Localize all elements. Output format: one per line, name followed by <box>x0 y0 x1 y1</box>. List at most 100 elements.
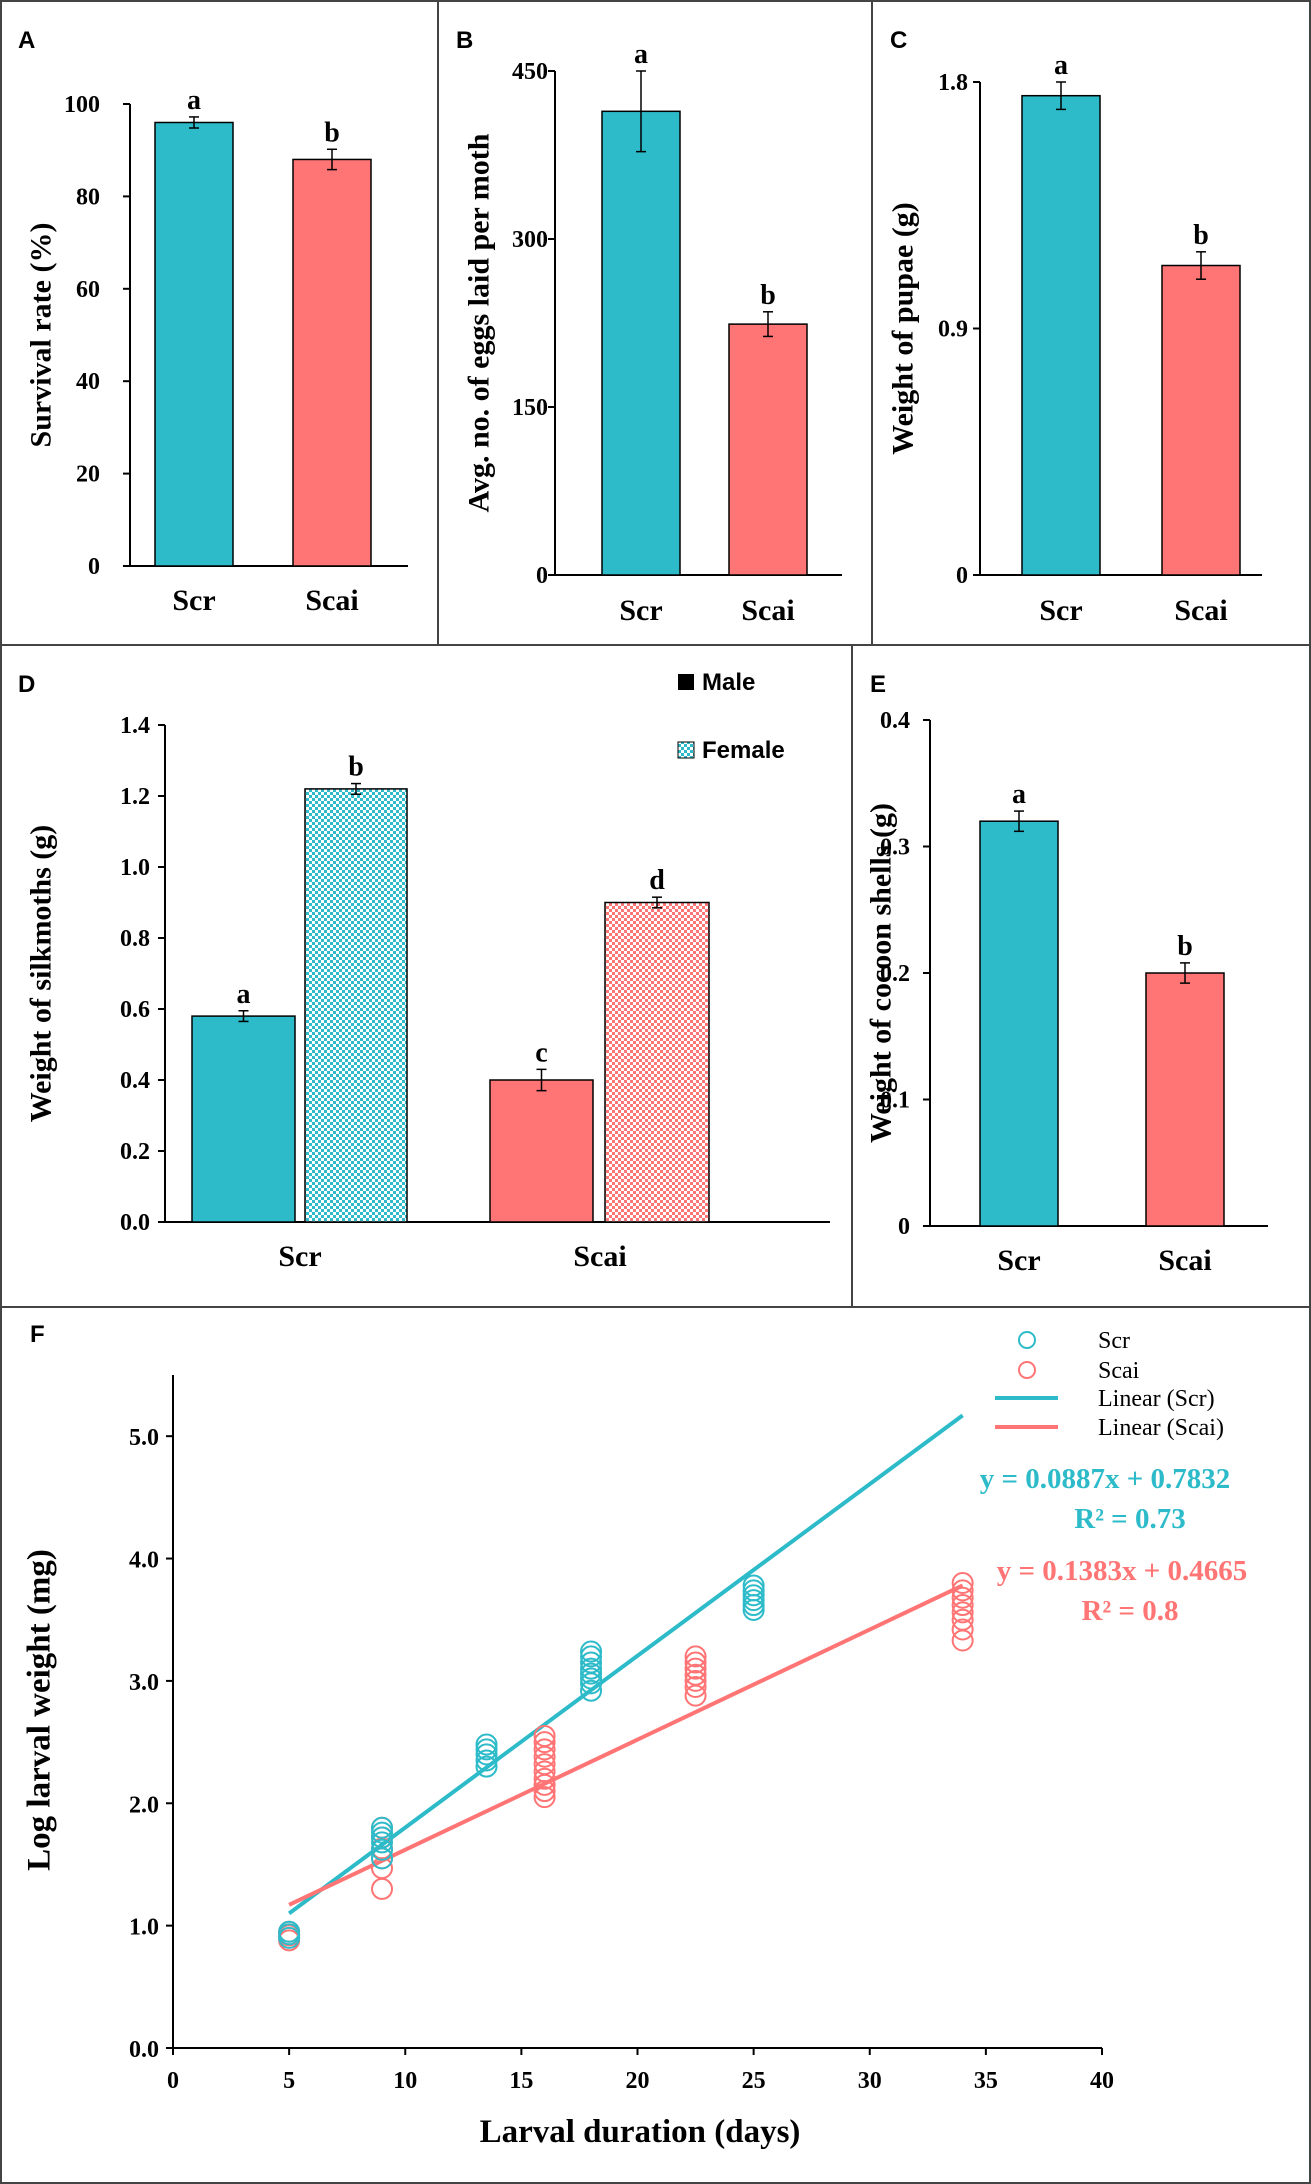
y-tick-label: 4.0 <box>129 1548 159 1574</box>
significance-letter: b <box>1177 931 1193 962</box>
significance-letter: a <box>187 85 201 116</box>
category-label: Scai <box>741 594 794 627</box>
legend-label-female: Female <box>702 737 785 764</box>
category-label: Scr <box>172 584 215 617</box>
category-label: Scr <box>1039 594 1082 627</box>
point-scr <box>742 1579 765 1602</box>
y-tick-label: 80 <box>76 184 100 210</box>
point-scai <box>951 1618 974 1641</box>
point-scai <box>951 1594 974 1617</box>
y-tick-label: 0.4 <box>880 708 910 734</box>
r2-scr: R² = 0.73 <box>1074 1503 1185 1535</box>
bar-scai <box>1161 264 1241 576</box>
y-axis-label: Weight of pupae (g) <box>887 202 920 455</box>
significance-letter: b <box>760 280 776 311</box>
point-scr <box>475 1749 498 1772</box>
bar-scai <box>728 323 808 576</box>
y-tick-label: 0.0 <box>120 1210 150 1236</box>
point-scai <box>951 1586 974 1609</box>
y-tick-label: 0 <box>898 1214 910 1240</box>
point-scai <box>951 1579 974 1602</box>
point-scai <box>951 1572 974 1595</box>
bar-scai <box>292 158 372 567</box>
panel-letter: D <box>18 671 35 698</box>
category-label: Scr <box>997 1244 1040 1277</box>
legend-label-linear-scr: Linear (Scr) <box>1098 1386 1215 1412</box>
legend-marker-scr <box>1018 1331 1036 1349</box>
legend-swatch-female <box>677 741 695 759</box>
point-scr <box>371 1826 394 1849</box>
point-scai <box>533 1767 556 1790</box>
y-tick-label: 150 <box>512 395 548 421</box>
bar-scai-female <box>604 901 710 1223</box>
significance-letter: a <box>1012 779 1026 810</box>
y-tick-label: 2.0 <box>129 1792 159 1818</box>
point-scai <box>371 1877 394 1900</box>
significance-letter: a <box>1054 50 1068 81</box>
y-tick-label: 5.0 <box>129 1425 159 1451</box>
point-scai <box>533 1738 556 1761</box>
bar-scai-male <box>489 1079 594 1223</box>
point-scr <box>742 1589 765 1612</box>
significance-letter: a <box>237 979 251 1010</box>
x-tick-label: 0 <box>167 2068 179 2094</box>
point-scr <box>580 1645 603 1668</box>
panel-letter: E <box>870 671 886 698</box>
panel-d-silkmoth-weight: D 0.0 0.2 0.4 0.6 0.8 1.0 1.2 1.4 Weight of silkm… <box>18 669 830 1273</box>
point-scr <box>475 1733 498 1756</box>
point-scr <box>475 1755 498 1778</box>
bar-scr <box>601 110 681 576</box>
category-label: Scr <box>619 594 662 627</box>
y-tick-label: 0.9 <box>938 317 968 343</box>
x-axis-label: Larval duration (days) <box>480 2114 801 2150</box>
legend-label-male: Male <box>702 669 755 696</box>
y-tick-label: 1.8 <box>938 70 968 96</box>
y-tick-label: 450 <box>512 59 548 85</box>
point-scai <box>951 1608 974 1631</box>
point-scr <box>742 1574 765 1597</box>
panel-a-survival-rate: A 0 20 40 60 80 100 Survival rate (%) a Scr b Scai <box>18 27 408 617</box>
bar-scr <box>1021 94 1101 576</box>
y-tick-label: 0.2 <box>880 961 910 987</box>
x-tick-label: 20 <box>626 2068 650 2094</box>
x-tick-label: 40 <box>1090 2068 1114 2094</box>
significance-letter: a <box>634 39 648 70</box>
point-scai <box>533 1786 556 1809</box>
y-axis-label: Log larval weight (mg) <box>22 1549 58 1871</box>
point-scai <box>684 1657 707 1680</box>
point-scai <box>533 1753 556 1776</box>
trendline-scr <box>287 1413 964 1916</box>
y-tick-label: 1.4 <box>120 713 150 739</box>
y-tick-label: 1.2 <box>120 784 150 810</box>
x-tick-label: 10 <box>393 2068 417 2094</box>
point-scr <box>742 1584 765 1607</box>
point-scai <box>533 1724 556 1747</box>
x-tick-label: 5 <box>283 2068 295 2094</box>
point-scr <box>371 1831 394 1854</box>
category-label: Scai <box>573 1240 626 1273</box>
bar-scr <box>979 820 1059 1227</box>
y-tick-label: 0.2 <box>120 1139 150 1165</box>
y-tick-label: 3.0 <box>129 1670 159 1696</box>
y-tick-label: 40 <box>76 369 100 395</box>
r2-scai: R² = 0.8 <box>1082 1595 1179 1627</box>
point-scai <box>533 1760 556 1783</box>
y-tick-label: 0 <box>956 563 968 589</box>
significance-letter: b <box>324 117 340 148</box>
legend-label-scai: Scai <box>1098 1358 1140 1384</box>
category-label: Scai <box>1158 1244 1211 1277</box>
y-axis-label: Weight of silkmoths (g) <box>25 825 58 1123</box>
point-scr <box>371 1821 394 1844</box>
x-tick-label: 35 <box>974 2068 998 2094</box>
point-scr <box>580 1640 603 1663</box>
bar-scr-female <box>304 788 408 1223</box>
y-tick-label: 0.3 <box>880 835 910 861</box>
equation-scr: y = 0.0887x + 0.7832 <box>980 1463 1231 1495</box>
legend-swatch-male <box>678 674 694 690</box>
y-tick-label: 1.0 <box>120 855 150 881</box>
panel-f-larval-weight: F 0.0 1.0 2.0 3.0 4.0 5.0 0 5 10 15 20 25 30 35 40 Larva… <box>22 1321 1248 2150</box>
y-tick-label: 300 <box>512 227 548 253</box>
point-scai <box>684 1669 707 1692</box>
